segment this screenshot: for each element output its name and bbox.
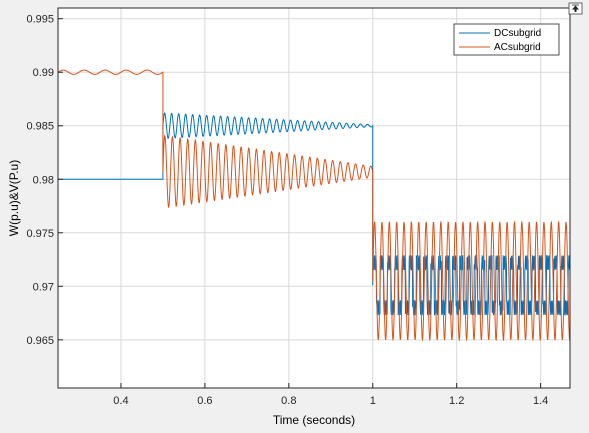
y-tick-label: 0.975 [26,228,54,240]
plot-frame [57,7,571,389]
legend-label-acsubgrid: ACsubgrid [494,42,541,53]
legend-label-dcsubgrid: DCsubgrid [494,28,541,39]
y-tick-label: 0.99 [33,67,54,79]
expand-axes-button[interactable] [568,2,583,15]
axis-ticks: 0.4 0.6 0.8 1 1.2 1.4 0.965 0.97 0.975 0.98 0.985 0… [26,14,548,407]
x-tick-label: 0.8 [281,395,296,407]
x-tick-label: 1.2 [449,395,464,407]
y-tick-label: 0.995 [26,14,54,26]
legend: DCsubgrid ACsubgrid [453,23,560,56]
x-tick-label: 0.4 [113,395,128,407]
y-tick-label: 0.97 [33,281,54,293]
x-axis-label: Time (seconds) [273,413,355,427]
y-axis-label: W(p.u)&V(P.u) [7,160,21,236]
series-line-dcsubgrid [58,112,570,317]
grid-lines [58,8,570,388]
y-tick-label: 0.98 [33,174,54,186]
legend-box [453,23,560,56]
series-line-acsubgrid [58,69,570,342]
expand-arrow-icon [572,5,579,12]
data-series-layer [58,69,570,342]
x-tick-label: 0.6 [197,395,212,407]
x-tick-label: 1 [370,395,376,407]
y-tick-label: 0.985 [26,121,54,133]
x-tick-label: 1.4 [533,395,548,407]
y-tick-label: 0.965 [26,335,54,347]
plot-area [58,8,570,388]
